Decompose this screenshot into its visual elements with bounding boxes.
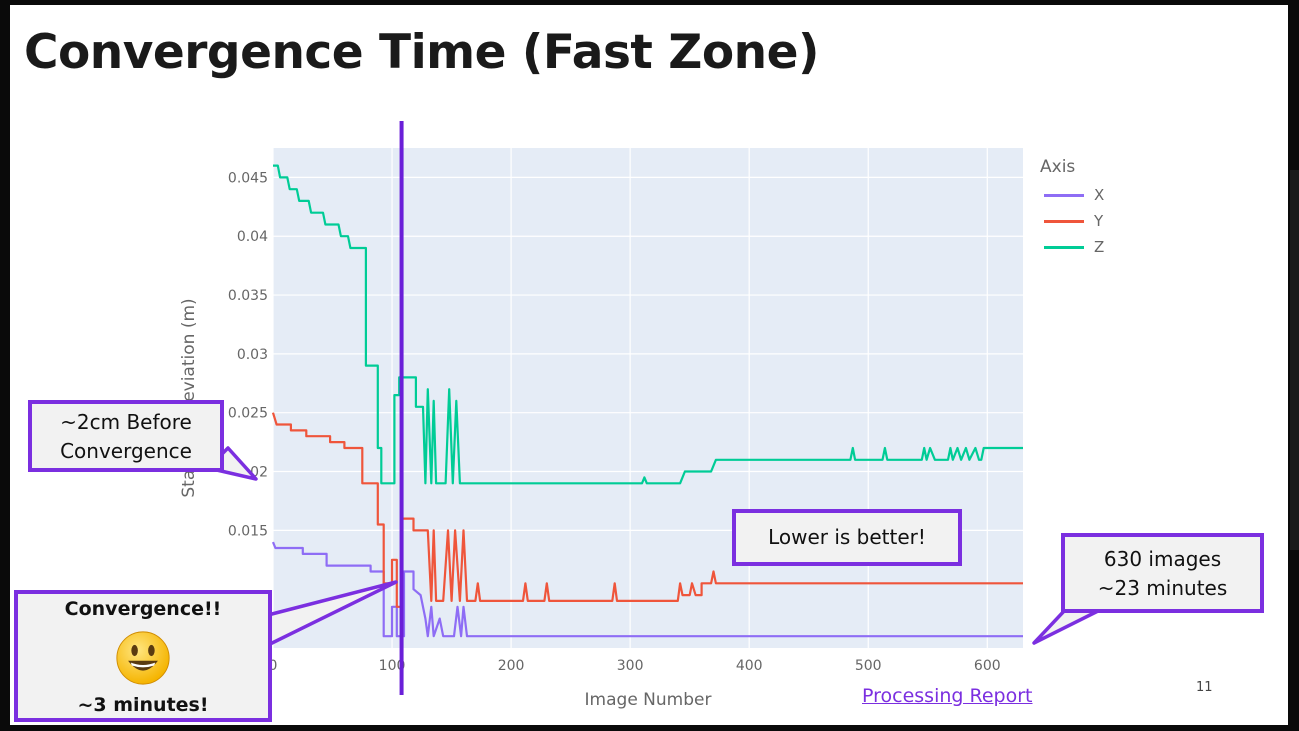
series-line-z	[273, 164, 1023, 485]
slide-title: Convergence Time (Fast Zone)	[24, 25, 819, 80]
legend-label-y: Y	[1094, 212, 1104, 230]
legend-title: Axis	[1040, 157, 1076, 177]
y-tick-label: 0.035	[228, 288, 268, 304]
x-tick-label: 300	[617, 658, 644, 674]
legend-item-y[interactable]: Y	[1044, 211, 1103, 231]
y-tick-label: 0.04	[237, 229, 268, 245]
x-tick-label: 200	[498, 658, 525, 674]
x-tick-label: 100	[379, 658, 406, 674]
callout-before-convergence-text: ~2cm Before Convergence	[60, 410, 192, 463]
callout-image-count-line1: 630 images	[1103, 547, 1222, 571]
processing-report-link[interactable]: Processing Report	[862, 685, 1033, 707]
grid	[272, 148, 1023, 648]
page-number: 11	[1196, 680, 1213, 695]
legend-item-z[interactable]: Z	[1044, 237, 1104, 257]
callout-lower-is-better: Lower is better!	[732, 509, 962, 566]
y-tick-label: 0.03	[237, 347, 268, 363]
callout-convergence: Convergence!! ~3 minutes!	[14, 590, 272, 722]
callout-convergence-time: ~3 minutes!	[77, 694, 209, 716]
y-tick-label: 0.045	[228, 170, 268, 186]
legend-label-z: Z	[1094, 238, 1105, 256]
slide: Convergence Time (Fast Zone) 0 100 200 300 4…	[10, 5, 1288, 725]
legend-swatch-x	[1044, 193, 1084, 197]
x-axis-label: Image Number	[585, 690, 712, 710]
x-tick-label: 400	[736, 658, 763, 674]
pointer-convergence	[266, 580, 398, 647]
legend-item-x[interactable]: X	[1044, 185, 1104, 205]
legend-swatch-z	[1044, 245, 1084, 249]
pointer-image-count	[1032, 607, 1104, 645]
legend-swatch-y	[1044, 219, 1084, 223]
smiley-face-icon	[116, 631, 170, 685]
series-lines	[271, 164, 1023, 638]
callout-pointers	[206, 446, 1104, 647]
y-tick-label: 0.025	[228, 406, 268, 422]
callout-convergence-heading: Convergence!!	[64, 598, 222, 620]
legend-label-x: X	[1094, 186, 1105, 204]
side-panel-edge	[1290, 170, 1299, 550]
x-tick-label: 500	[855, 658, 882, 674]
series-line-y	[271, 412, 1023, 608]
x-tick-label: 0	[269, 658, 278, 674]
callout-image-count-line2: ~23 minutes	[1097, 576, 1228, 600]
callout-image-count: 630 images ~23 minutes	[1061, 533, 1264, 613]
x-tick-label: 600	[974, 658, 1001, 674]
ticks: 01002003004005006000.0150.020.0250.030.0…	[228, 170, 1001, 674]
callout-lower-is-better-text: Lower is better!	[768, 525, 926, 549]
y-tick-label: 0.015	[228, 523, 268, 539]
callout-before-convergence: ~2cm Before Convergence	[28, 400, 224, 472]
series-line-x	[271, 541, 1023, 638]
